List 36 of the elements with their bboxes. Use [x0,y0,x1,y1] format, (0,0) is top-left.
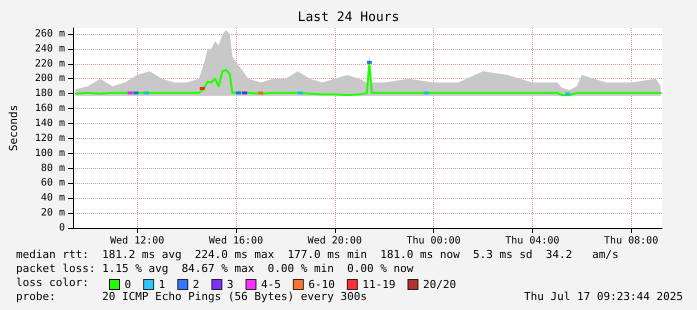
legend-label: 6-10 [308,278,335,291]
text: median rtt: 181.2 ms avg 224.0 ms max 177.0 ms min 181.0 ms now 5.3 ms sd 34.2 am/s [16,248,619,261]
x-tick-label: Wed 16:00 [208,236,264,246]
y-axis-title: Seconds [7,104,20,152]
y-tick-label: 240 m [34,43,65,54]
legend-label: 2 [192,278,200,291]
line-series [74,61,662,96]
legend-label: 1 [158,278,166,291]
chart-title: Last 24 Hours [298,10,400,25]
y-tick-label: 60 m [40,178,65,189]
y-tick-label: 220 m [34,58,65,70]
legend-label: 20/20 [422,278,456,291]
y-tick-label: 20 m [40,208,65,219]
x-tick-label: Wed 20:00 [308,236,362,246]
x-tick-label: Wed 12:00 [110,236,164,246]
x-tick-label: Thu 08:00 [604,236,658,246]
x-tick-label: Thu 00:00 [406,236,461,246]
y-tick-label: 200 m [34,73,65,84]
legend-label: 3 [226,278,234,291]
text: probe: 20 ICMP Echo Pings (56 Bytes) every 300s [16,290,367,303]
y-tick-label: 160 m [34,103,65,114]
y-tick-label: 120 m [34,132,65,144]
y-tick-label: 180 m [34,88,65,100]
y-tick-label: 80 m [40,162,65,174]
legend-title: loss color: [16,276,89,289]
y-tick-label: 140 m [34,118,65,130]
legend-label: 11-19 [362,278,396,291]
text: packet loss: 1.15 % avg 84.67 % max 0.00 % min 0.00 % now [16,262,414,275]
y-tick-label: 40 m [40,192,65,204]
legend-label: 0 [124,278,132,291]
x-tick-label: Thu 04:00 [505,236,560,246]
y-tick-label: 260 m [34,28,65,40]
y-tick-label: 0 [58,222,65,234]
legend-label: 4-5 [260,278,281,291]
text: Thu Jul 17 09:23:44 2025 [524,290,684,303]
y-tick-label: 100 m [34,148,65,159]
